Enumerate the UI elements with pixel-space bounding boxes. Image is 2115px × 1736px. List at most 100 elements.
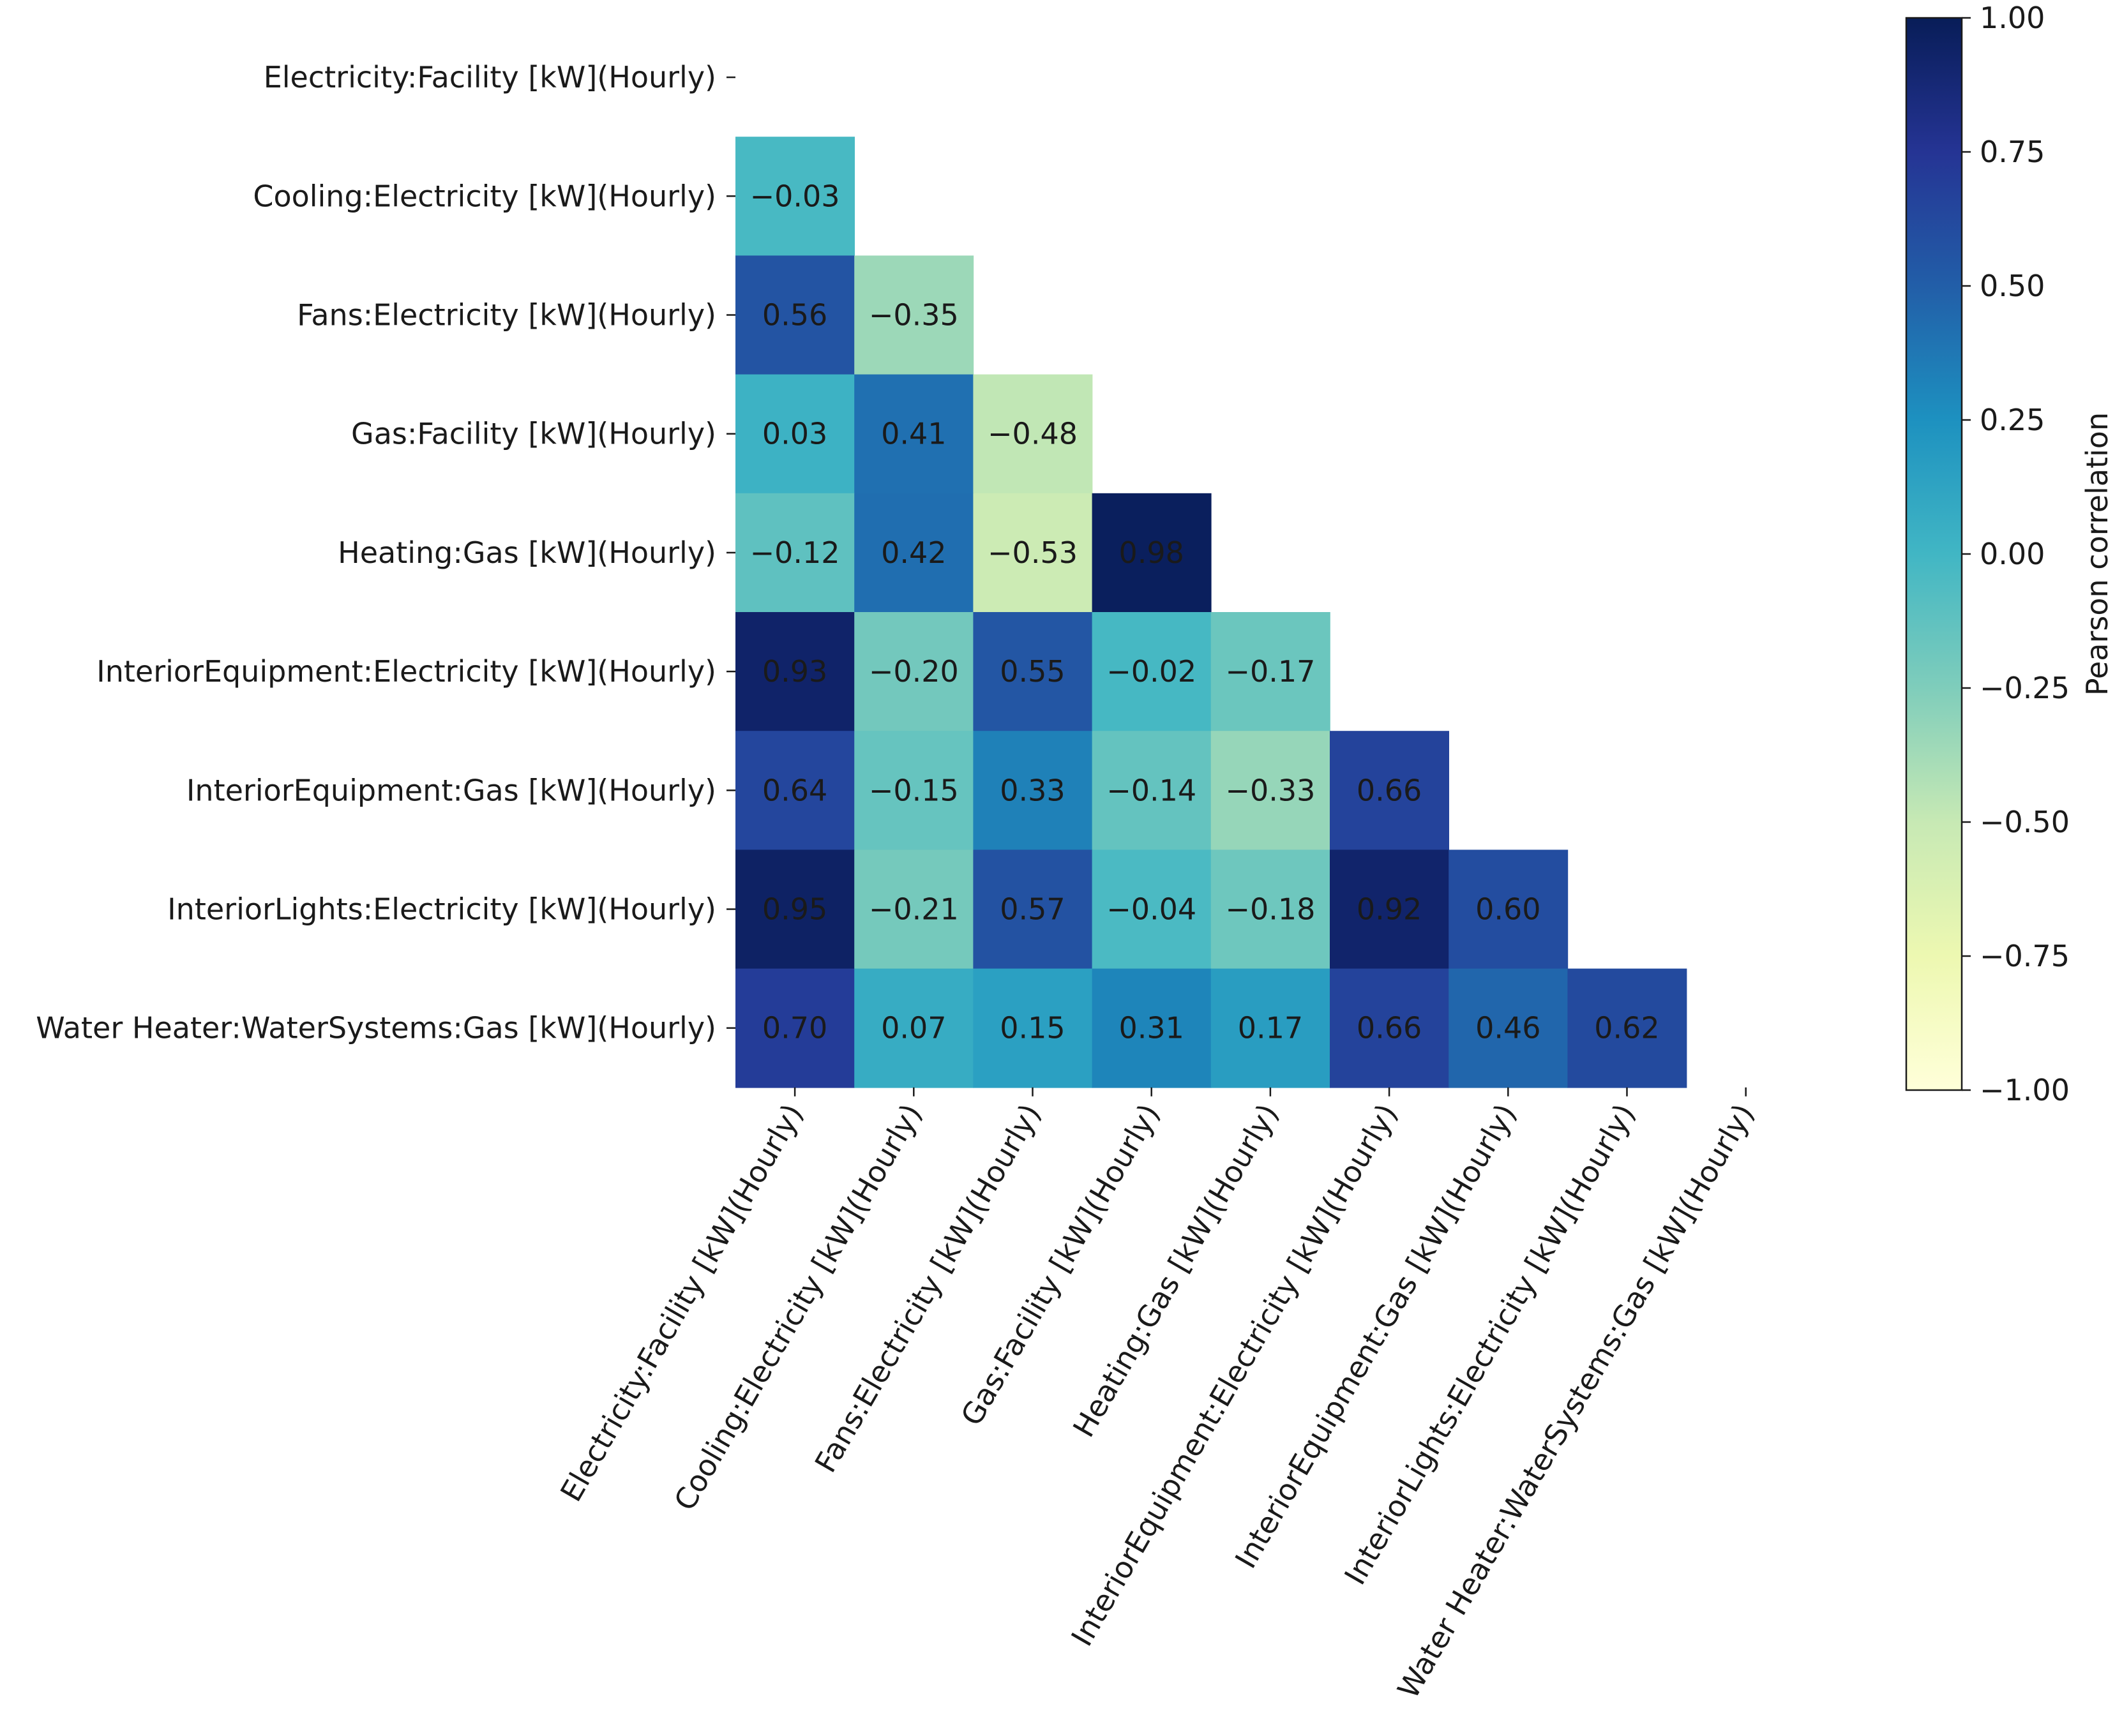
cell-value-r8-c4: 0.17 — [1238, 1011, 1303, 1045]
heatmap-cell-r2-c1 — [854, 255, 974, 375]
heatmap-cell-r8-c1 — [854, 968, 974, 1088]
heatmap-cell-r7-c5 — [1330, 849, 1449, 969]
heatmap-cell-r6-c3 — [1092, 731, 1212, 851]
x-tick-label: Heating:Gas [kW](Hourly) — [1066, 1098, 1285, 1442]
cell-value-r3-c0: 0.03 — [762, 417, 827, 451]
heatmap-cell-r4-c3 — [1092, 493, 1212, 613]
heatmap-cell-r8-c0 — [735, 968, 855, 1088]
cell-value-r6-c1: −0.15 — [869, 773, 959, 807]
heatmap-cell-r1-c0 — [735, 137, 855, 257]
cell-value-r7-c6: 0.60 — [1475, 892, 1540, 927]
cell-value-r7-c2: 0.57 — [1000, 892, 1065, 927]
heatmap-cell-r8-c5 — [1330, 968, 1449, 1088]
heatmap-cell-r5-c2 — [973, 612, 1093, 731]
y-tick-label: Fans:Electricity [kW](Hourly) — [297, 298, 716, 333]
cell-value-r7-c5: 0.92 — [1357, 892, 1422, 927]
cell-value-r3-c1: 0.41 — [881, 417, 946, 451]
x-tick-label: Fans:Electricity [kW](Hourly) — [808, 1098, 1048, 1478]
cell-value-r8-c5: 0.66 — [1357, 1011, 1422, 1045]
heatmap-cell-r6-c1 — [854, 731, 974, 851]
colorbar-tick-label: 1.00 — [1980, 1, 2045, 35]
heatmap-cell-r4-c0 — [735, 493, 855, 613]
colorbar-tick-label: −1.00 — [1980, 1073, 2070, 1107]
heatmap-cell-r8-c2 — [973, 968, 1093, 1088]
cell-value-r4-c1: 0.42 — [881, 535, 946, 570]
heatmap-cell-r8-c4 — [1210, 968, 1330, 1088]
y-tick-label: Heating:Gas [kW](Hourly) — [338, 535, 716, 570]
colorbar-tick-label: −0.75 — [1980, 939, 2070, 973]
cell-value-r2-c0: 0.56 — [762, 298, 827, 333]
colorbar-gradient — [1906, 18, 1962, 1090]
heatmap-cell-r5-c4 — [1210, 612, 1330, 731]
cell-value-r8-c0: 0.70 — [762, 1011, 827, 1045]
cell-value-r5-c2: 0.55 — [1000, 654, 1065, 689]
cell-value-r6-c2: 0.33 — [1000, 773, 1065, 807]
y-axis: Electricity:Facility [kW](Hourly) Cooling… — [36, 60, 735, 1045]
colorbar: 1.00 0.75 0.50 0.25 0.00 −0.25 −0.50 −0.75 −1.00… — [1905, 1, 2114, 1107]
cell-value-r4-c3: 0.98 — [1118, 535, 1184, 570]
colorbar-tick-label: 0.75 — [1980, 135, 2045, 169]
cell-value-r7-c0: 0.95 — [762, 892, 827, 927]
heatmap-cells — [735, 137, 1687, 1088]
heatmap-cell-r3-c1 — [854, 374, 974, 494]
heatmap-cell-r7-c4 — [1210, 849, 1330, 969]
heatmap-cell-r7-c2 — [973, 849, 1093, 969]
cell-value-r1-c0: −0.03 — [750, 179, 840, 213]
x-tick-label: Gas:Facility [kW](Hourly) — [954, 1098, 1166, 1431]
x-axis: Electricity:Facility [kW](Hourly)Cooling… — [553, 1087, 1761, 1704]
cell-value-r8-c3: 0.31 — [1118, 1011, 1184, 1045]
heatmap-cell-r7-c0 — [735, 849, 855, 969]
colorbar-tick-label: 0.25 — [1980, 403, 2045, 437]
colorbar-tick-label: 0.50 — [1980, 269, 2045, 303]
heatmap-cell-r8-c3 — [1092, 968, 1212, 1088]
y-tick-label: Water Heater:WaterSystems:Gas [kW](Hourl… — [36, 1011, 716, 1045]
cell-value-r6-c3: −0.14 — [1106, 773, 1196, 807]
heatmap-cell-r4-c1 — [854, 493, 974, 613]
cell-value-r7-c4: −0.18 — [1225, 892, 1315, 927]
x-tick-label: Cooling:Electricity [kW](Hourly) — [667, 1098, 929, 1516]
colorbar-ticks: 1.00 0.75 0.50 0.25 0.00 −0.25 −0.50 −0.75 −1.00 — [1962, 1, 2070, 1107]
cell-value-r2-c1: −0.35 — [869, 298, 959, 333]
cell-value-r8-c7: 0.62 — [1594, 1011, 1659, 1045]
y-tick-label: InteriorEquipment:Electricity [kW](Hourl… — [96, 654, 716, 689]
y-tick-label: Cooling:Electricity [kW](Hourly) — [253, 179, 716, 213]
cell-value-r8-c6: 0.46 — [1475, 1011, 1540, 1045]
y-tick-label: InteriorEquipment:Gas [kW](Hourly) — [186, 773, 716, 807]
cell-value-r5-c1: −0.20 — [869, 654, 959, 689]
y-tick-label: InteriorLights:Electricity [kW](Hourly) — [167, 892, 716, 927]
y-tick-label: Electricity:Facility [kW](Hourly) — [264, 60, 716, 94]
cell-value-r4-c2: −0.53 — [988, 535, 1078, 570]
cell-value-r8-c1: 0.07 — [881, 1011, 946, 1045]
heatmap-cell-labels: −0.03 0.56 −0.35 0.03 0.41 −0.48 −0.12 0.42 −0.5… — [750, 179, 1660, 1045]
heatmap-cell-r7-c3 — [1092, 849, 1212, 969]
cell-value-r5-c0: 0.93 — [762, 654, 827, 689]
heatmap-cell-r2-c0 — [735, 255, 855, 375]
cell-value-r7-c3: −0.04 — [1106, 892, 1196, 927]
y-tick-label: Gas:Facility [kW](Hourly) — [351, 417, 716, 451]
cell-value-r5-c4: −0.17 — [1225, 654, 1315, 689]
cell-value-r7-c1: −0.21 — [869, 892, 959, 927]
heatmap-cell-r6-c4 — [1210, 731, 1330, 851]
heatmap-cell-r6-c2 — [973, 731, 1093, 851]
heatmap-cell-r5-c1 — [854, 612, 974, 731]
colorbar-tick-label: −0.25 — [1980, 671, 2070, 705]
heatmap-cell-r3-c0 — [735, 374, 855, 494]
heatmap-cell-r6-c0 — [735, 731, 855, 851]
heatmap-cell-r8-c6 — [1449, 968, 1569, 1088]
colorbar-label: Pearson correlation — [2080, 412, 2114, 696]
heatmap-cell-r3-c2 — [973, 374, 1093, 494]
heatmap-cell-r7-c6 — [1449, 849, 1569, 969]
heatmap-cell-r5-c0 — [735, 612, 855, 731]
cell-value-r4-c0: −0.12 — [750, 535, 840, 570]
colorbar-tick-label: 0.00 — [1980, 537, 2045, 571]
cell-value-r6-c0: 0.64 — [762, 773, 827, 807]
x-tick-label: Electricity:Facility [kW](Hourly) — [553, 1098, 809, 1507]
cell-value-r3-c2: −0.48 — [988, 417, 1078, 451]
heatmap-cell-r8-c7 — [1567, 968, 1687, 1088]
heatmap-cell-r6-c5 — [1330, 731, 1449, 851]
heatmap-cell-r4-c2 — [973, 493, 1093, 613]
cell-value-r6-c4: −0.33 — [1225, 773, 1315, 807]
heatmap-cell-r7-c1 — [854, 849, 974, 969]
cell-value-r6-c5: 0.66 — [1357, 773, 1422, 807]
